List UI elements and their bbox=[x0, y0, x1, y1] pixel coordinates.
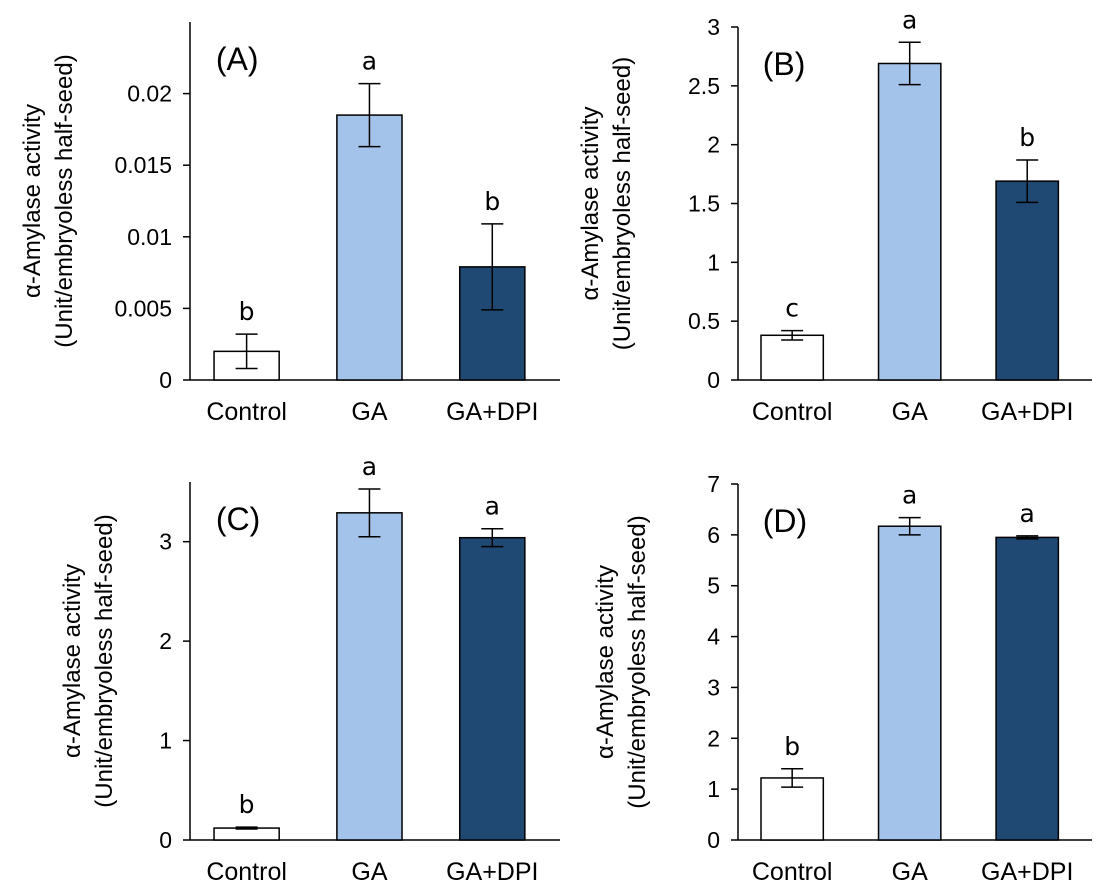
y-tick-label: 2 bbox=[707, 132, 720, 158]
category-label: GA+DPI bbox=[981, 858, 1073, 886]
significance-letter: a bbox=[362, 47, 377, 76]
y-tick-label: 3 bbox=[707, 674, 720, 700]
category-label: GA+DPI bbox=[446, 398, 538, 426]
significance-letter: b bbox=[1019, 123, 1035, 152]
category-label: Control bbox=[206, 858, 287, 886]
y-axis-subtitle: (Unit/embryoless half-seed) bbox=[91, 514, 118, 807]
y-axis-title: α-Amylase activity bbox=[19, 104, 46, 298]
bar bbox=[458, 266, 526, 381]
significance-letter: b bbox=[239, 297, 255, 326]
bar bbox=[995, 536, 1060, 841]
category-label: Control bbox=[752, 398, 833, 426]
panel-c: 0 1 2 3 b Control a GA a GA+DPI (C) α-Amylase activ… bbox=[59, 452, 560, 886]
significance-letter: c bbox=[785, 294, 799, 323]
bar bbox=[213, 827, 280, 841]
y-tick-label: 0.02 bbox=[127, 81, 172, 107]
category-label: Control bbox=[752, 858, 833, 886]
category-label: Control bbox=[206, 398, 287, 426]
bar bbox=[760, 334, 825, 381]
y-tick-label: 2.5 bbox=[688, 73, 720, 99]
panel-label: (B) bbox=[763, 46, 806, 82]
y-tick-label: 1 bbox=[707, 776, 720, 802]
y-tick-label: 0 bbox=[159, 367, 172, 393]
panel-label: (A) bbox=[216, 41, 259, 77]
y-axis-title: α-Amylase activity bbox=[577, 107, 604, 301]
bar bbox=[995, 180, 1060, 381]
significance-letter: a bbox=[485, 492, 500, 521]
panel-d: 0 1 2 3 4 5 6 7 b Control a GA a GA+DPI (D) α-Amylase a… bbox=[592, 471, 1092, 886]
significance-letter: a bbox=[902, 5, 917, 34]
y-axis-subtitle: (Unit/embryoless half-seed) bbox=[51, 54, 78, 347]
y-tick-label: 1 bbox=[707, 249, 720, 275]
y-tick-label: 2 bbox=[159, 628, 172, 654]
significance-letter: b bbox=[239, 790, 255, 819]
y-tick-label: 0 bbox=[707, 367, 720, 393]
y-tick-label: 0.01 bbox=[127, 224, 172, 250]
y-axis-title: α-Amylase activity bbox=[59, 564, 86, 758]
y-tick-label: 7 bbox=[707, 471, 720, 497]
y-tick-label: 2 bbox=[707, 725, 720, 751]
category-label: GA bbox=[892, 858, 928, 886]
y-tick-label: 4 bbox=[707, 624, 720, 650]
y-tick-label: 1 bbox=[159, 728, 172, 754]
y-tick-label: 0 bbox=[159, 827, 172, 853]
panel-label: (C) bbox=[216, 501, 260, 537]
y-tick-label: 0.5 bbox=[688, 308, 720, 334]
category-label: GA+DPI bbox=[446, 858, 538, 886]
panel-label: (D) bbox=[763, 503, 807, 539]
significance-letter: a bbox=[1020, 499, 1035, 528]
significance-letter: a bbox=[362, 452, 377, 481]
y-axis-title: α-Amylase activity bbox=[592, 565, 619, 759]
significance-letter: a bbox=[902, 481, 917, 510]
y-tick-label: 3 bbox=[707, 14, 720, 40]
bar bbox=[336, 512, 403, 841]
category-label: GA+DPI bbox=[981, 398, 1073, 426]
category-label: GA bbox=[892, 398, 928, 426]
bar bbox=[877, 62, 942, 381]
y-tick-label: 0.005 bbox=[114, 295, 172, 321]
y-tick-label: 3 bbox=[159, 529, 172, 555]
y-tick-label: 1.5 bbox=[688, 191, 720, 217]
bar bbox=[760, 777, 825, 841]
significance-letter: b bbox=[784, 732, 800, 761]
y-axis-subtitle: (Unit/embryoless half-seed) bbox=[624, 515, 651, 808]
panel-a: 0 0.005 0.01 0.015 0.02 b Control a GA b GA+DPI (A)… bbox=[19, 22, 560, 426]
significance-letter: b bbox=[484, 187, 500, 216]
y-axis-subtitle: (Unit/embryoless half-seed) bbox=[609, 57, 636, 350]
y-tick-label: 6 bbox=[707, 522, 720, 548]
y-tick-label: 0.015 bbox=[114, 152, 172, 178]
bar bbox=[877, 525, 942, 841]
y-tick-label: 0 bbox=[707, 827, 720, 853]
bar bbox=[458, 536, 526, 841]
category-label: GA bbox=[351, 398, 387, 426]
category-label: GA bbox=[351, 858, 387, 886]
panel-b: 0 0.5 1 1.5 2 2.5 3 c Control a GA b GA+DPI (B) α-Amyl… bbox=[577, 5, 1092, 426]
y-tick-label: 5 bbox=[707, 573, 720, 599]
bar bbox=[336, 114, 403, 381]
